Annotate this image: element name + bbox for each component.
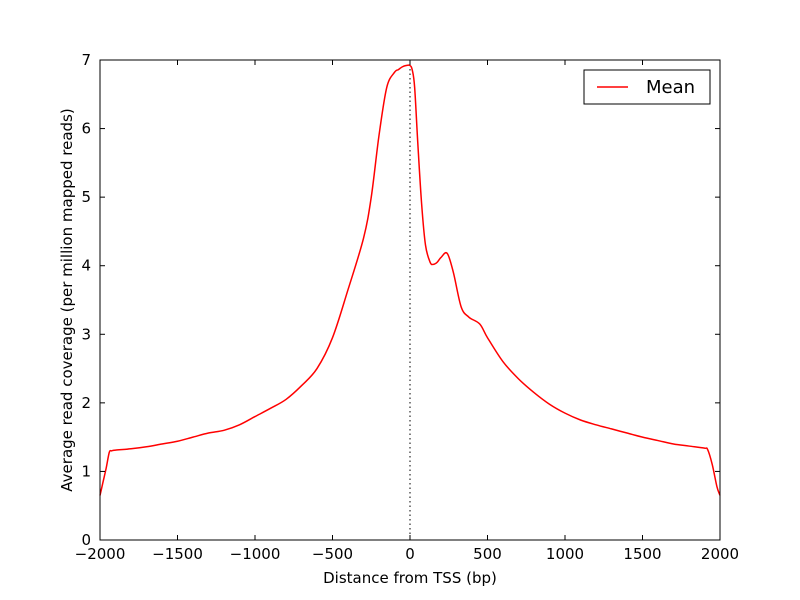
series-layer: [99, 64, 721, 496]
series-line-mean: [99, 64, 721, 496]
x-tick-label: 1000: [546, 545, 584, 563]
x-tick-label: −1500: [152, 545, 203, 563]
y-tick-label: 4: [81, 257, 91, 275]
x-tick-label: −1000: [230, 545, 281, 563]
plot-frame: [99, 59, 721, 541]
x-tick-label: −500: [312, 545, 353, 563]
x-tick-label: 2000: [701, 545, 739, 563]
x-tick-label: 1500: [623, 545, 661, 563]
y-tick-label: 2: [81, 394, 91, 412]
y-tick-label: 6: [81, 120, 91, 138]
y-tick-label: 1: [81, 462, 91, 480]
legend-label-mean: Mean: [646, 77, 695, 98]
y-tick-label: 0: [81, 531, 91, 549]
x-axis-ticks: −2000 −1500 −1000 −500 0 500 1000 1500 2000: [75, 60, 739, 563]
y-axis-ticks: 0 1 2 3 4 5 6 7: [81, 51, 720, 549]
y-axis-label: Average read coverage (per million mappe…: [58, 108, 76, 491]
y-tick-label: 7: [81, 51, 91, 69]
x-tick-label: −2000: [75, 545, 126, 563]
x-tick-label: 0: [405, 545, 415, 563]
y-tick-label: 5: [81, 188, 91, 206]
x-axis-label: Distance from TSS (bp): [323, 569, 497, 587]
legend: Mean: [583, 69, 711, 105]
x-tick-label: 500: [473, 545, 502, 563]
y-tick-label: 3: [81, 325, 91, 343]
